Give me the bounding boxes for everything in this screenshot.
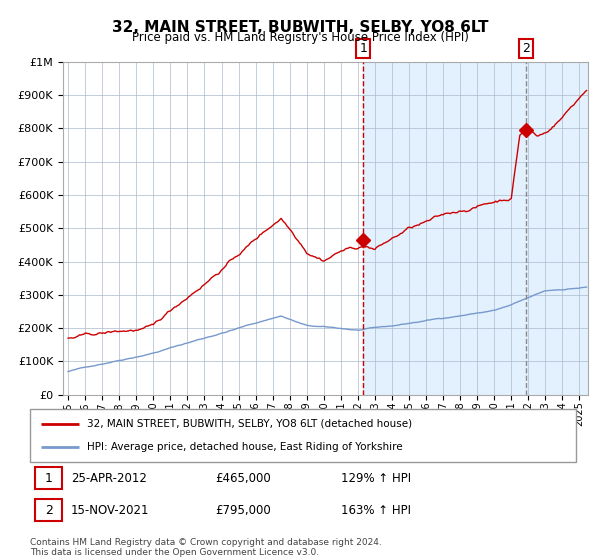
Text: HPI: Average price, detached house, East Riding of Yorkshire: HPI: Average price, detached house, East… xyxy=(88,442,403,452)
Text: £465,000: £465,000 xyxy=(215,472,271,485)
Text: 25-APR-2012: 25-APR-2012 xyxy=(71,472,147,485)
Text: 1: 1 xyxy=(359,41,367,55)
Text: 129% ↑ HPI: 129% ↑ HPI xyxy=(341,472,412,485)
Bar xyxy=(364,62,588,395)
Text: Contains HM Land Registry data © Crown copyright and database right 2024.
This d: Contains HM Land Registry data © Crown c… xyxy=(30,538,382,557)
Text: Price paid vs. HM Land Registry's House Price Index (HPI): Price paid vs. HM Land Registry's House … xyxy=(131,31,469,44)
Text: 15-NOV-2021: 15-NOV-2021 xyxy=(71,503,149,516)
Text: 32, MAIN STREET, BUBWITH, SELBY, YO8 6LT (detached house): 32, MAIN STREET, BUBWITH, SELBY, YO8 6LT… xyxy=(88,419,412,429)
Text: 163% ↑ HPI: 163% ↑ HPI xyxy=(341,503,411,516)
Text: 1: 1 xyxy=(44,472,53,485)
FancyBboxPatch shape xyxy=(35,467,62,489)
FancyBboxPatch shape xyxy=(35,499,62,521)
Text: 2: 2 xyxy=(523,41,530,55)
Text: £795,000: £795,000 xyxy=(215,503,271,516)
Text: 32, MAIN STREET, BUBWITH, SELBY, YO8 6LT: 32, MAIN STREET, BUBWITH, SELBY, YO8 6LT xyxy=(112,20,488,35)
Text: 2: 2 xyxy=(44,503,53,516)
